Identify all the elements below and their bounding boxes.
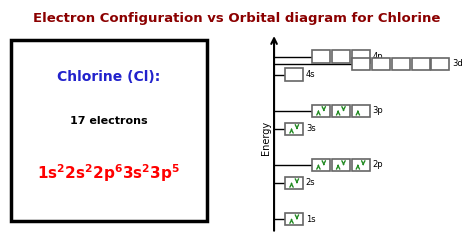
Bar (285, 177, 303, 189)
Bar (411, 58, 429, 70)
Text: 2s: 2s (306, 179, 316, 187)
FancyBboxPatch shape (11, 40, 207, 222)
Bar (285, 123, 303, 135)
Text: 4p: 4p (372, 52, 383, 61)
Text: 3p: 3p (372, 106, 383, 115)
Text: 2p: 2p (372, 161, 383, 169)
Text: 4s: 4s (306, 70, 316, 79)
Text: 3d: 3d (452, 60, 463, 68)
Bar (332, 104, 350, 117)
Bar (431, 58, 449, 70)
Bar (285, 213, 303, 226)
Text: Electron Configuration vs Orbital diagram for Chlorine: Electron Configuration vs Orbital diagra… (33, 12, 441, 25)
Text: $\mathbf{1s^{2}2s^{2}2p^{6}3s^{2}3p^{5}}$: $\mathbf{1s^{2}2s^{2}2p^{6}3s^{2}3p^{5}}… (37, 163, 181, 184)
Bar (312, 50, 330, 63)
Bar (392, 58, 410, 70)
Bar (353, 58, 370, 70)
Text: 3s: 3s (306, 124, 316, 133)
Bar (332, 50, 350, 63)
Bar (352, 104, 370, 117)
Text: 1s: 1s (306, 215, 316, 224)
Bar (352, 50, 370, 63)
Bar (312, 159, 330, 171)
Bar (312, 104, 330, 117)
Bar (352, 159, 370, 171)
Text: 17 electrons: 17 electrons (70, 116, 148, 126)
Text: Chlorine (Cl):: Chlorine (Cl): (57, 70, 161, 84)
Bar (372, 58, 390, 70)
Bar (332, 159, 350, 171)
Text: Energy: Energy (261, 121, 271, 155)
Bar (285, 68, 303, 81)
